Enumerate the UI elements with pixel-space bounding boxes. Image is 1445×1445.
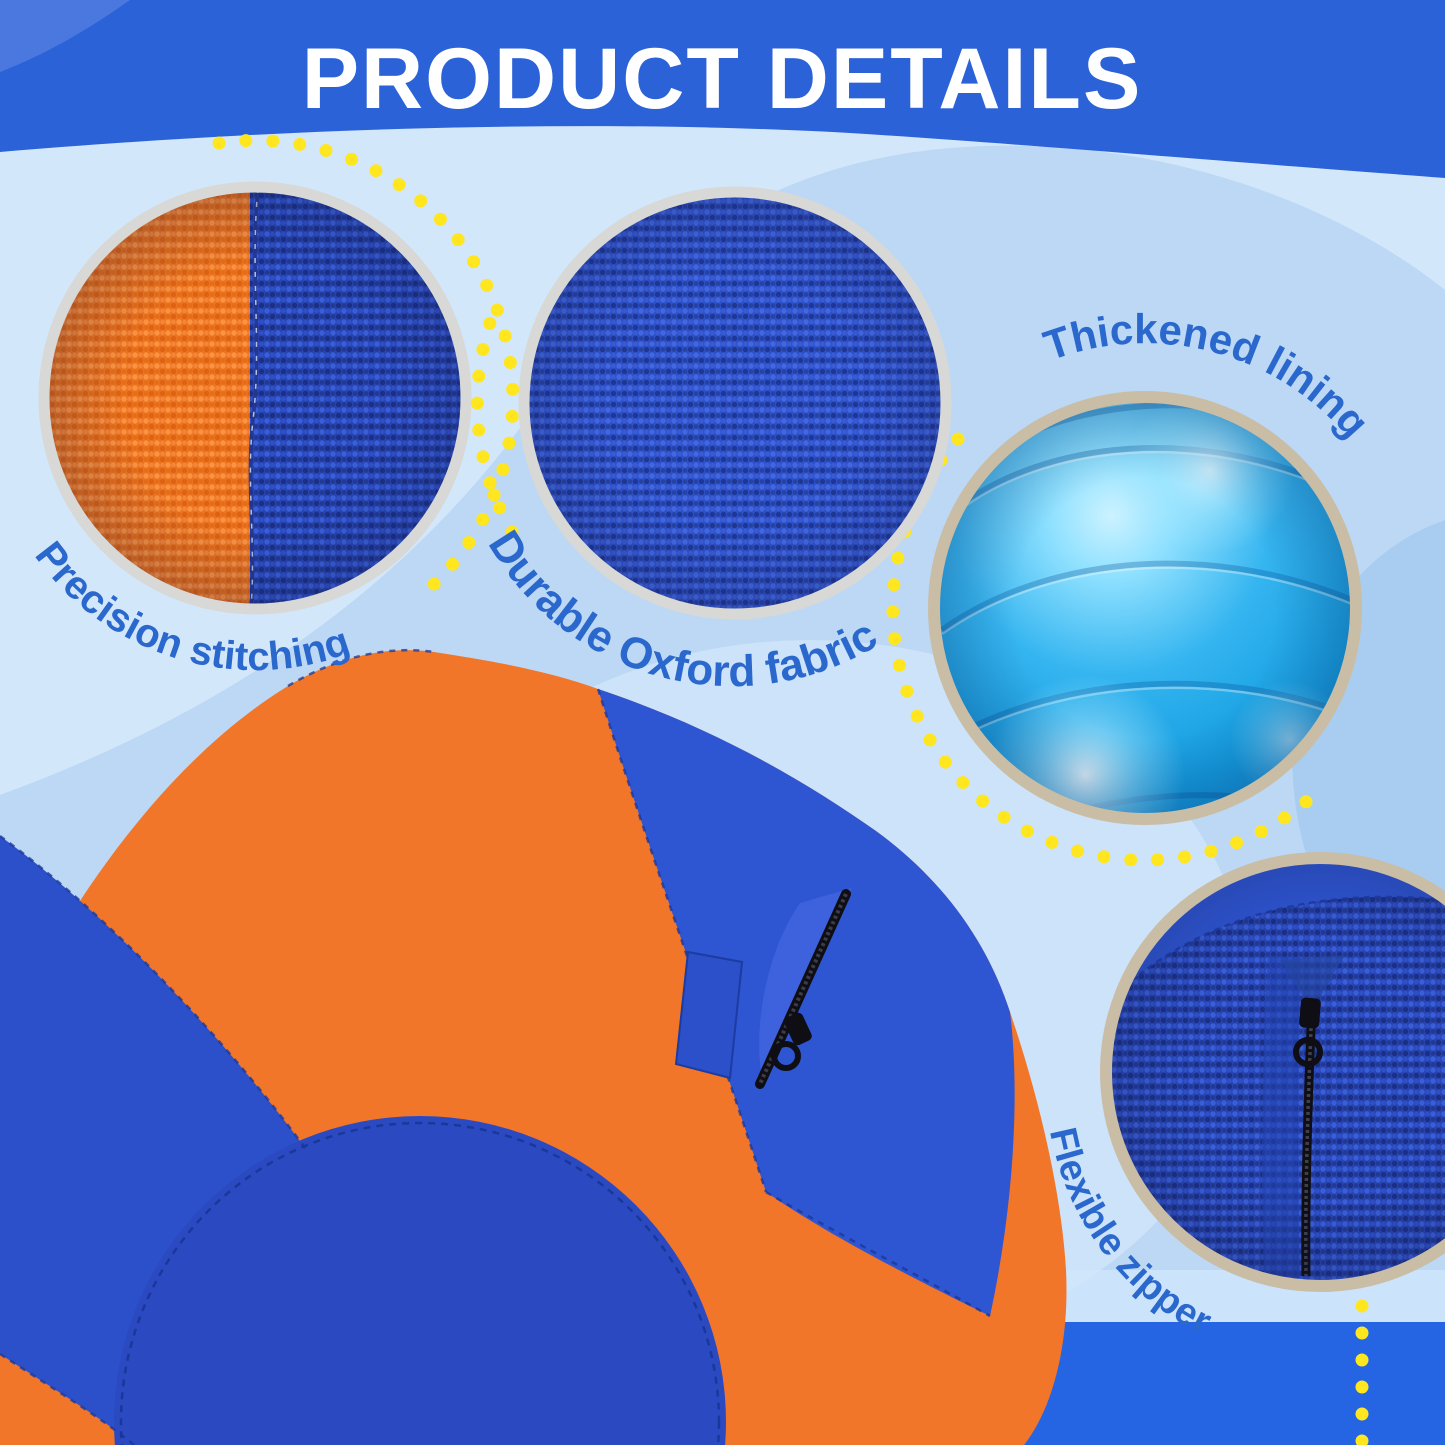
product-photo [0,648,1067,1445]
detail-circle-lining [928,391,1362,825]
page-title: PRODUCT DETAILS [302,31,1143,127]
fabric-vignette [524,192,946,614]
zipper-pull-ring [771,1041,801,1071]
detail-circle-fabric [518,186,952,620]
dotted-arc-lining [886,432,1314,867]
zipper-tab [674,950,744,1080]
product-center-circle [114,1116,726,1445]
product-right-blue-panel [598,689,1015,1316]
product-zipper [674,888,852,1089]
ball-vignette [935,398,1355,818]
detail-circle-zipper [1100,852,1445,1292]
stitching-ring [38,181,472,615]
detail-circle-stitching [38,181,472,615]
zipper-vignette [1106,858,1445,1286]
product-center-stitch [119,1121,721,1445]
header-corner-highlight [0,0,130,72]
dotted-arc-stitching [212,134,520,594]
stitching-vignette [44,187,466,609]
wave-top [0,0,1445,795]
zipper-flap [759,888,852,1086]
header-band [0,0,1445,178]
fabric-ring [518,186,952,620]
zipper-ring [1100,852,1445,1292]
lining-ring [928,391,1362,825]
dotted-arc-fabric-left [470,316,519,539]
header-shape [0,0,1445,178]
product-left-blue-panel [0,836,308,1445]
product-seams [0,648,991,1445]
zipper-teeth [758,893,848,1085]
zipper-slider [784,1012,812,1046]
